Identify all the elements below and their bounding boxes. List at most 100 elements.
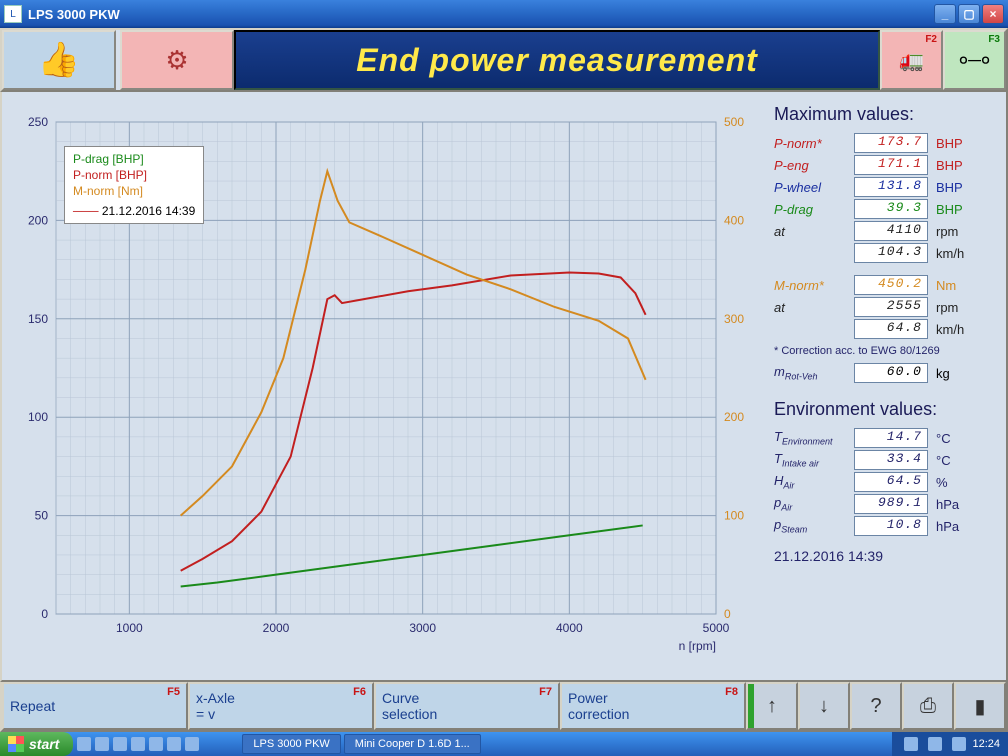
svg-text:100: 100	[28, 410, 48, 424]
chart-pane: 1000200030004000500005010015020025001002…	[2, 92, 770, 680]
value-box: 171.1	[854, 155, 928, 175]
start-button[interactable]: start	[0, 732, 73, 756]
svg-text:50: 50	[35, 509, 49, 523]
taskbar-item[interactable]: LPS 3000 PKW	[242, 734, 340, 754]
chart-legend: P-drag [BHP]P-norm [BHP]M-norm [Nm] ─── 2…	[64, 146, 204, 224]
tray-icon[interactable]	[904, 737, 918, 751]
fn-button-f8[interactable]: PowercorrectionF8	[560, 682, 746, 730]
value-label: TEnvironment	[774, 429, 854, 447]
value-box: 173.7	[854, 133, 928, 153]
tray-icon[interactable]	[952, 737, 966, 751]
maximize-button[interactable]: ▢	[958, 4, 980, 24]
value-unit: BHP	[936, 202, 972, 217]
value-unit: °C	[936, 431, 972, 446]
dyno-chart: 1000200030004000500005010015020025001002…	[10, 102, 750, 674]
svg-text:2000: 2000	[263, 621, 290, 635]
axle-icon: ०─०	[959, 48, 990, 72]
mrot-row: mRot-Veh 60.0 kg	[774, 363, 996, 383]
value-label: pSteam	[774, 517, 854, 535]
value-unit: %	[936, 475, 972, 490]
value-box: 2555	[854, 297, 928, 317]
svg-text:200: 200	[724, 410, 744, 424]
fn-button-f6[interactable]: x-Axle= vF6	[188, 682, 374, 730]
value-box: 131.8	[854, 177, 928, 197]
value-row: TIntake air33.4 °C	[774, 450, 996, 470]
svg-text:500: 500	[724, 115, 744, 129]
fn-small-icon: ⎙	[920, 695, 936, 718]
svg-text:150: 150	[28, 312, 48, 326]
value-unit: rpm	[936, 300, 972, 315]
toolbar-right: F2 🚛 F3 ०─०	[880, 30, 1006, 90]
value-row: TEnvironment14.7 °C	[774, 428, 996, 448]
svg-text:100: 100	[724, 509, 744, 523]
value-unit: BHP	[936, 136, 972, 151]
value-row: pSteam10.8hPa	[774, 516, 996, 536]
value-box: 104.3	[854, 243, 928, 263]
svg-text:n [rpm]: n [rpm]	[679, 639, 716, 653]
fn-small-icon: ▮	[974, 694, 985, 719]
value-row: 104.3km/h	[774, 243, 996, 263]
svg-text:200: 200	[28, 213, 48, 227]
page-title: End power measurement	[234, 30, 880, 90]
value-unit: BHP	[936, 158, 972, 173]
value-row: P-eng171.1BHP	[774, 155, 996, 175]
fn-small-button[interactable]: ?	[850, 682, 902, 730]
svg-text:0: 0	[724, 607, 731, 621]
value-row: P-drag39.3BHP	[774, 199, 996, 219]
value-unit: rpm	[936, 224, 972, 239]
svg-text:4000: 4000	[556, 621, 583, 635]
value-label: TIntake air	[774, 451, 854, 469]
quicklaunch-icon[interactable]	[113, 737, 127, 751]
tray-icon[interactable]	[928, 737, 942, 751]
svg-text:0: 0	[41, 607, 48, 621]
close-button[interactable]: ×	[982, 4, 1004, 24]
svg-text:5000: 5000	[703, 621, 730, 635]
legend-item: P-norm [BHP]	[73, 167, 195, 183]
value-label: M-norm*	[774, 278, 854, 293]
value-unit: km/h	[936, 322, 972, 337]
svg-text:3000: 3000	[409, 621, 436, 635]
fkey-label: F6	[353, 686, 366, 698]
value-box: 989.1	[854, 494, 928, 514]
taskbar: start LPS 3000 PKW Mini Cooper D 1.6D 1.…	[0, 732, 1008, 756]
quicklaunch-icon[interactable]	[149, 737, 163, 751]
legend-date: ─── 21.12.2016 14:39	[73, 203, 195, 219]
main-area: 1000200030004000500005010015020025001002…	[0, 92, 1008, 682]
value-row: P-wheel131.8 BHP	[774, 177, 996, 197]
value-label: P-wheel	[774, 180, 854, 195]
quicklaunch-icon[interactable]	[131, 737, 145, 751]
app-icon: L	[4, 5, 22, 23]
value-box: 10.8	[854, 516, 928, 536]
fn-button-f7[interactable]: CurveselectionF7	[374, 682, 560, 730]
quicklaunch-icon[interactable]	[167, 737, 181, 751]
fn-small-button[interactable]: ⎙	[902, 682, 954, 730]
value-box: 33.4	[854, 450, 928, 470]
quicklaunch-icon[interactable]	[95, 737, 109, 751]
value-row: M-norm*450.2Nm	[774, 275, 996, 295]
fn-small-button[interactable]: ↓	[798, 682, 850, 730]
thumbs-up-button[interactable]: 👍	[2, 30, 116, 90]
minimize-button[interactable]: _	[934, 4, 956, 24]
quicklaunch-icon[interactable]	[77, 737, 91, 751]
fn-button-f5[interactable]: RepeatF5	[2, 682, 188, 730]
legend-item: P-drag [BHP]	[73, 151, 195, 167]
legend-item: M-norm [Nm]	[73, 183, 195, 199]
fn-small-button[interactable]: ▮	[954, 682, 1006, 730]
engine-button[interactable]: ⚙	[120, 30, 234, 90]
fn-small-button[interactable]: ↑	[746, 682, 798, 730]
value-row: at4110rpm	[774, 221, 996, 241]
clock: 12:24	[972, 738, 1000, 750]
fn-small-icon: ?	[870, 695, 881, 718]
svg-text:250: 250	[28, 115, 48, 129]
value-box: 14.7	[854, 428, 928, 448]
value-unit: BHP	[936, 180, 972, 195]
taskbar-item[interactable]: Mini Cooper D 1.6D 1...	[344, 734, 481, 754]
value-unit: °C	[936, 453, 972, 468]
f3-button[interactable]: F3 ०─०	[943, 30, 1006, 90]
value-box: 64.5	[854, 472, 928, 492]
engine-icon: ⚙	[165, 45, 188, 76]
f2-button[interactable]: F2 🚛	[880, 30, 943, 90]
side-panel: Maximum values: P-norm*173.7BHPP-eng171.…	[770, 92, 1006, 680]
quicklaunch-icon[interactable]	[185, 737, 199, 751]
value-label: at	[774, 224, 854, 239]
